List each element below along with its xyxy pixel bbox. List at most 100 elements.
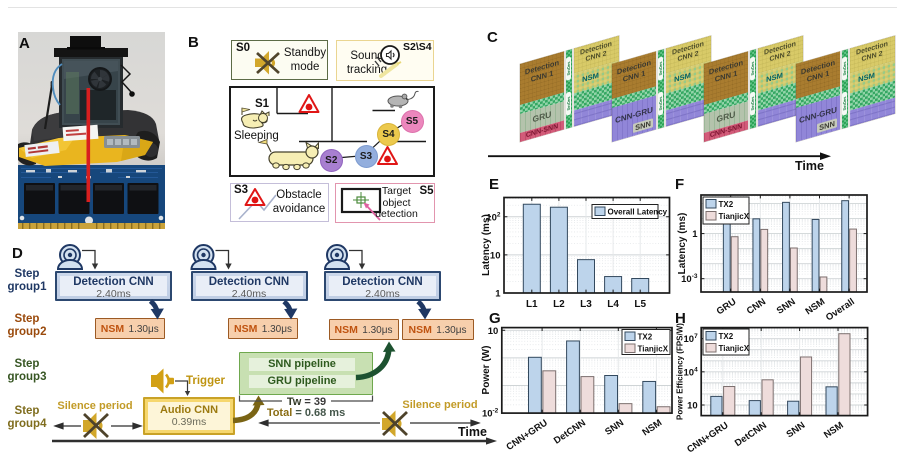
step-group3-label: Step group3 bbox=[2, 358, 52, 384]
gru-pipeline-row: GRU pipeline bbox=[249, 375, 355, 388]
toy-mouse-icon bbox=[387, 90, 419, 109]
step-line2: group1 bbox=[7, 281, 47, 293]
state-sound-tag: S2\S4 bbox=[403, 41, 432, 53]
waypoint-s5: S5 bbox=[400, 109, 424, 133]
serdes-label: SerDes bbox=[842, 56, 847, 81]
detection-cnn-box-2: Detection CNN 2.40ms bbox=[190, 271, 308, 301]
audio-cnn-latency: 0.39ms bbox=[171, 415, 207, 428]
camera-connector-arrows bbox=[82, 249, 366, 270]
step-group1-label: Step group1 bbox=[2, 268, 52, 294]
svg-text:L3: L3 bbox=[580, 299, 592, 310]
svg-text:Overall Latency: Overall Latency bbox=[608, 208, 668, 217]
nsm-latency: 1.30μs bbox=[261, 324, 293, 335]
sound-tracking-icon bbox=[374, 45, 402, 78]
svg-text:104: 104 bbox=[683, 366, 698, 378]
state-s3-tag: S3 bbox=[234, 184, 249, 196]
detection-cnn-inner: Detection CNN 2.40ms bbox=[60, 276, 167, 300]
obstacle-avoidance-icon bbox=[238, 188, 277, 220]
step-line1: Step bbox=[14, 405, 40, 417]
panel-label-b: B bbox=[188, 34, 199, 51]
sound-tracking-label: Sound tracking bbox=[339, 50, 395, 77]
nsm-title: NSM bbox=[334, 323, 358, 336]
tw-label: Tw = 39 bbox=[256, 395, 357, 408]
step-line1: Step bbox=[14, 268, 40, 280]
target-line3: detection bbox=[375, 208, 418, 220]
sound-line1: Sound bbox=[350, 50, 384, 62]
detection-to-nsm-arrows bbox=[148, 299, 432, 320]
panel-label-e: E bbox=[489, 176, 500, 193]
audio-cnn-inner: Audio CNN 0.39ms bbox=[148, 401, 230, 430]
svg-text:TianjicX: TianjicX bbox=[638, 345, 669, 354]
webcam-icon bbox=[56, 244, 84, 270]
svg-text:SNN: SNN bbox=[603, 417, 626, 437]
silence-extent-arrows bbox=[53, 419, 481, 430]
nsm-title: NSM bbox=[408, 323, 432, 336]
step-line2: group2 bbox=[7, 326, 47, 338]
chip-sheet-front: Detection CNN 1 CNN-GRU SNN bbox=[612, 51, 656, 142]
serdes-label: SerDes bbox=[566, 91, 571, 116]
serdes-label: SerDes bbox=[658, 56, 663, 81]
audio-cnn-title: Audio CNN bbox=[159, 403, 219, 416]
detection-cnn-inner: Detection CNN 2.40ms bbox=[195, 276, 303, 300]
state-s0-standby-box: S0 Standby mode bbox=[231, 40, 328, 80]
waypoint-s4: S4 bbox=[377, 123, 400, 146]
state-s5-tag: S5 bbox=[419, 185, 434, 197]
svg-text:CNN+GRU: CNN+GRU bbox=[685, 420, 730, 456]
svg-text:L1: L1 bbox=[526, 299, 538, 310]
panel-label-f: F bbox=[675, 176, 685, 193]
svg-text:DetCNN: DetCNN bbox=[552, 417, 588, 446]
svg-text:Latency (ms): Latency (ms) bbox=[481, 214, 492, 276]
svg-text:DetCNN: DetCNN bbox=[733, 420, 769, 449]
svg-text:NSM: NSM bbox=[822, 420, 846, 441]
nsm-latency: 1.30μs bbox=[436, 324, 467, 336]
obstacle-line1: Obstacle bbox=[276, 189, 322, 201]
chip-map-group-1: Detection CNN 2 NSM SerDes SerDes Detection … bbox=[520, 35, 620, 142]
muted-speaker-icon bbox=[382, 410, 408, 437]
target-detection-icon bbox=[340, 187, 381, 221]
nsm-latency: 1.30μs bbox=[362, 324, 393, 336]
step-line1: Step bbox=[14, 313, 40, 325]
top-divider bbox=[8, 7, 897, 8]
serdes-strip: SerDes SerDes bbox=[565, 49, 572, 129]
detection-cnn-title: Detection CNN bbox=[73, 276, 154, 288]
step-line1: Step bbox=[14, 358, 40, 370]
waypoint-s2: S2 bbox=[319, 148, 343, 172]
walking-cat-icon bbox=[257, 138, 319, 171]
s0-line1: Standby bbox=[283, 47, 327, 59]
snn-pipeline-row: SNN pipeline bbox=[249, 358, 355, 371]
total-label: Total = 0.68 ms bbox=[266, 407, 346, 419]
step-group2-label: Step group2 bbox=[2, 313, 52, 339]
timeline-axis bbox=[52, 437, 497, 445]
webcam-icon bbox=[323, 244, 351, 270]
silence-period-left-label: Silence period bbox=[57, 400, 133, 412]
svg-text:10-2: 10-2 bbox=[482, 408, 499, 420]
svg-text:10: 10 bbox=[687, 401, 698, 412]
svg-text:Power Efficiency (FPS/W): Power Efficiency (FPS/W) bbox=[676, 323, 685, 420]
step-line2: group4 bbox=[7, 418, 47, 430]
svg-text:L2: L2 bbox=[553, 299, 565, 310]
state-sound-tracking-box: Sound tracking S2\S4 bbox=[336, 40, 434, 81]
nsm-box-2: NSM 1.30μs bbox=[228, 318, 298, 339]
svg-text:1: 1 bbox=[495, 289, 501, 300]
target-line1: Target bbox=[381, 185, 412, 197]
obstacle-line2: avoidance bbox=[272, 202, 326, 215]
power-efficiency-chart-h: 10 104 107 CNN+GRU DetCNN SNN NSM Power Efficie… bbox=[676, 323, 869, 456]
arena-map-graphics bbox=[241, 86, 426, 171]
panel-label-g: G bbox=[489, 310, 501, 327]
serdes-label: SerDes bbox=[658, 91, 663, 116]
detection-cnn-title: Detection CNN bbox=[208, 276, 290, 288]
chip-map-group-3: Detection CNN 2 NSM SerDes SerDes Detection … bbox=[704, 35, 804, 142]
svg-text:L5: L5 bbox=[634, 299, 646, 310]
svg-text:TX2: TX2 bbox=[638, 333, 653, 342]
waypoint-s3: S3 bbox=[354, 145, 378, 168]
nsm-latency: 1.30μs bbox=[128, 324, 159, 335]
svg-text:Latency (ms): Latency (ms) bbox=[677, 213, 688, 275]
detection-cnn-latency: 2.40ms bbox=[365, 288, 400, 300]
serdes-label: SerDes bbox=[750, 91, 755, 116]
warning-triangle-icon bbox=[377, 146, 398, 165]
time-arrow-c bbox=[488, 152, 831, 160]
nsm-box-4: NSM 1.30μs bbox=[401, 318, 474, 340]
svg-text:TianjicX: TianjicX bbox=[719, 212, 750, 221]
